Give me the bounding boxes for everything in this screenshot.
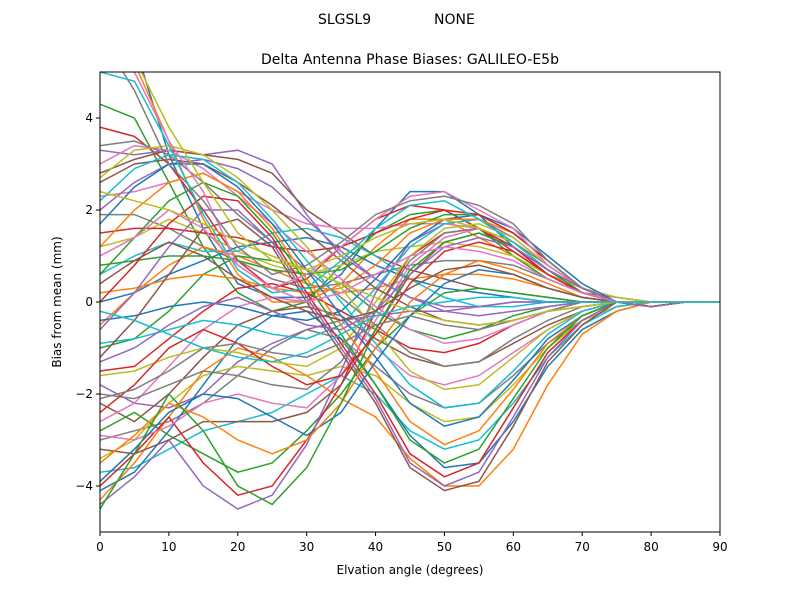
series-line-s38: [100, 140, 720, 368]
series-line-s20: [100, 301, 720, 473]
x-tick-label: 70: [575, 540, 590, 554]
suptitle-right: NONE: [434, 12, 475, 28]
x-tick-label: 90: [712, 540, 727, 554]
y-tick-label: −4: [75, 479, 93, 493]
y-tick-label: 4: [85, 111, 93, 125]
series-line-s49: [140, 72, 720, 308]
series-line-s35: [100, 158, 720, 317]
y-tick-label: 2: [85, 203, 93, 217]
series-line-s41: [100, 163, 720, 428]
chart-title: Delta Antenna Phase Biases: GALILEO-E5b: [261, 52, 559, 68]
x-tick-label: 30: [299, 540, 314, 554]
suptitle-left: SLGSL9: [318, 12, 371, 28]
y-tick-label: −2: [75, 387, 93, 401]
y-axis-label: Bias from mean (mm): [50, 236, 64, 367]
x-tick-label: 50: [437, 540, 452, 554]
x-axis-label: Elvation angle (degrees): [337, 563, 484, 577]
series-line-s25: [100, 218, 720, 510]
series-line-s02: [137, 72, 720, 308]
x-tick-label: 20: [230, 540, 245, 554]
x-tick-label: 80: [643, 540, 658, 554]
x-tick-label: 40: [368, 540, 383, 554]
series-line-s24: [100, 227, 720, 497]
x-axis: 0 10 20 30 40 50 60 70 80 90: [96, 532, 728, 554]
series-line-s60: [100, 296, 720, 363]
series-line-s28: [100, 227, 720, 400]
series-line-s54: [100, 241, 720, 413]
series-line-s30: [100, 218, 720, 345]
y-tick-label: 0: [85, 295, 93, 309]
series-group: [100, 72, 720, 510]
series-line-s52: [100, 259, 720, 464]
series-line-s10: [100, 227, 720, 308]
y-axis: −4 −2 0 2 4: [75, 111, 100, 493]
x-tick-label: 10: [161, 540, 176, 554]
x-tick-label: 60: [506, 540, 521, 554]
series-line-s22: [100, 301, 720, 501]
x-tick-label: 0: [96, 540, 104, 554]
